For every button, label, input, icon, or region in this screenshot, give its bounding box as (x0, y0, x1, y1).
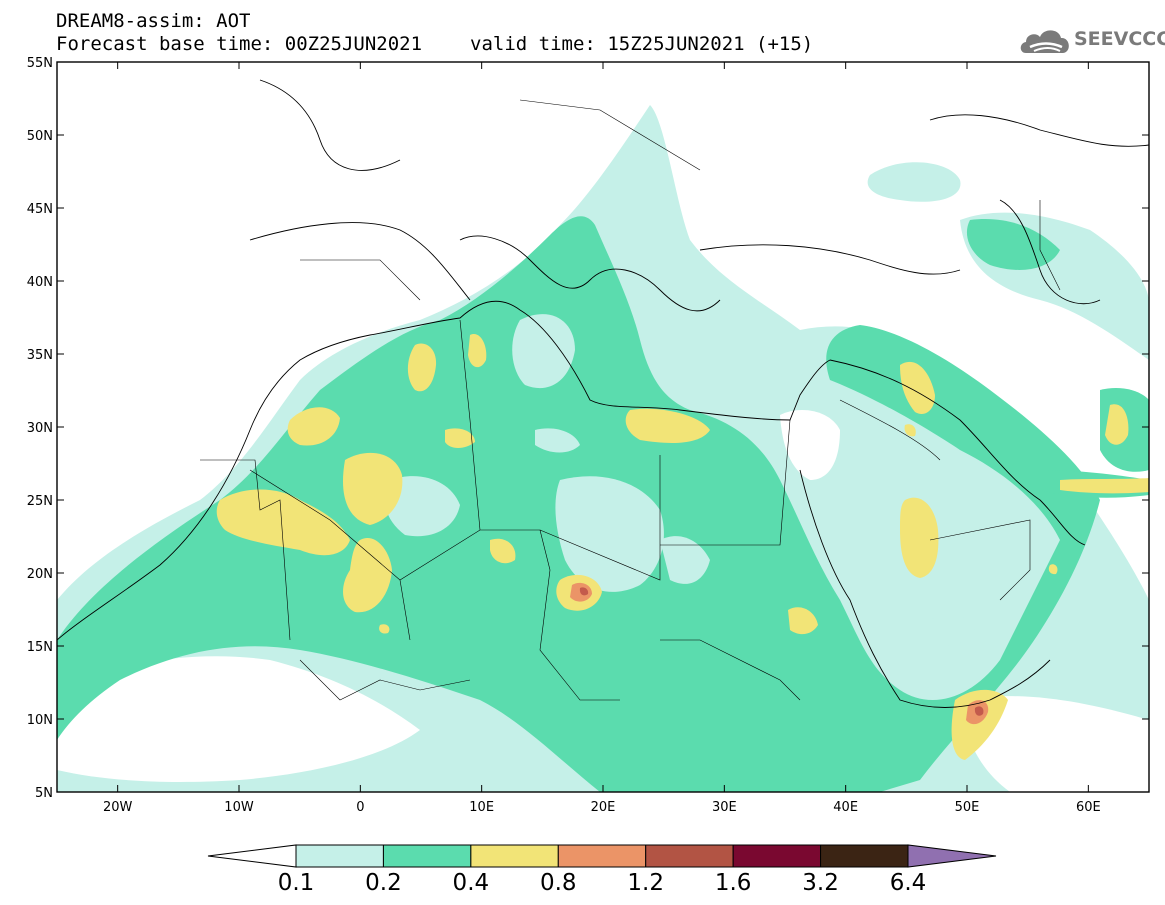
colorbar-box (820, 844, 909, 868)
colorbar-box (295, 844, 384, 868)
lat-tick-label: 50N (27, 129, 53, 144)
colorbar-box (557, 844, 647, 868)
colorbar-high-arrow (907, 844, 997, 868)
coastlines (57, 79, 1149, 708)
lat-tick-label: 20N (27, 567, 53, 582)
legend-label: 6.4 (889, 870, 927, 896)
colorbar-box (470, 844, 559, 868)
colorbar-box (732, 844, 822, 868)
lat-tick-label: 35N (27, 348, 53, 363)
aot-level-0-4 (216, 334, 1149, 760)
legend-label: 0.8 (539, 870, 577, 896)
lat-tick-label: 5N (35, 786, 53, 801)
cloud-logo-icon (1020, 30, 1069, 53)
color-bar (207, 844, 997, 868)
aot-field (57, 62, 1149, 792)
lat-tick-label: 55N (27, 56, 53, 71)
aot-holes-0-1 (385, 314, 975, 646)
lon-tick-label: 10W (224, 800, 254, 815)
legend-label: 0.4 (452, 870, 490, 896)
lon-tick-label: 40E (833, 800, 858, 815)
lon-tick-label: 50E (955, 800, 980, 815)
legend-label: 1.2 (627, 870, 664, 896)
legend-label: 3.2 (802, 870, 839, 896)
lon-tick-label: 0 (356, 800, 364, 815)
lat-tick-label: 10N (27, 713, 53, 728)
logo-text: SEEVCCC (1074, 28, 1165, 50)
lon-tick-labels: 20W 10W 0 10E 20E 30E 40E 50E 60E (103, 800, 1101, 815)
map-title: DREAM8-assim: AOT (56, 10, 251, 32)
valid-time: valid time: 15Z25JUN2021 (+15) (470, 33, 814, 55)
legend-label: 0.2 (365, 870, 402, 896)
lat-tick-labels: 5N 10N 15N 20N 25N 30N 35N 40N 45N 50N 55N (27, 56, 53, 801)
tick-marks (57, 61, 1149, 793)
lat-tick-label: 15N (27, 640, 53, 655)
colorbar-box (645, 844, 734, 868)
lon-tick-label: 30E (712, 800, 737, 815)
lat-tick-label: 30N (27, 421, 53, 436)
lon-tick-label: 20E (591, 800, 616, 815)
lon-tick-label: 10E (469, 800, 494, 815)
aot-level-1-2 (579, 587, 984, 716)
colorbar-box (382, 844, 472, 868)
time-info: Forecast base time: 00Z25JUN2021 valid ti… (56, 33, 813, 55)
seevccc-logo: SEEVCCC (1018, 23, 1165, 57)
lat-tick-label: 45N (27, 202, 53, 217)
lon-tick-label: 60E (1076, 800, 1101, 815)
base-time: Forecast base time: 00Z25JUN2021 (56, 33, 423, 55)
legend-label: 1.6 (714, 870, 752, 896)
lon-tick-label: 20W (103, 800, 133, 815)
legend-label: 0.1 (277, 870, 315, 896)
country-borders (200, 99, 1061, 701)
colorbar-low-arrow (207, 844, 297, 868)
lat-tick-label: 40N (27, 275, 53, 290)
lat-tick-label: 25N (27, 494, 53, 509)
